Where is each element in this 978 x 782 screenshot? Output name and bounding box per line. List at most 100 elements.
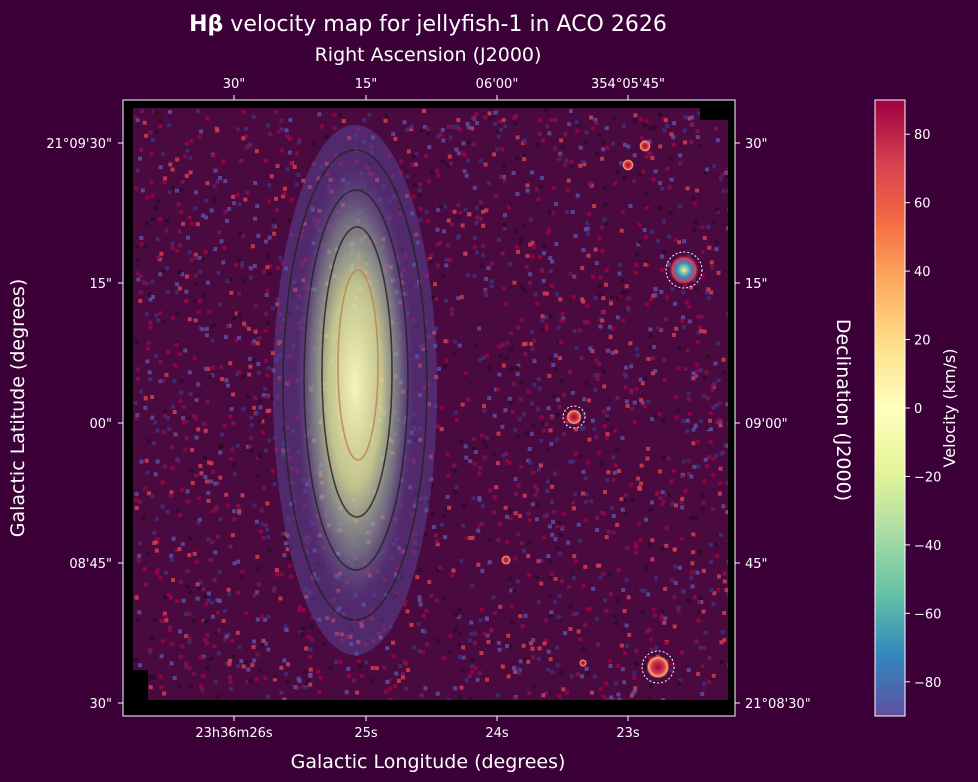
- noise-pixel: [665, 295, 670, 300]
- noise-pixel: [433, 533, 438, 538]
- noise-pixel: [569, 674, 574, 679]
- noise-pixel: [302, 537, 307, 542]
- noise-pixel: [604, 681, 609, 686]
- noise-pixel: [526, 541, 531, 545]
- noise-pixel: [593, 387, 598, 392]
- noise-pixel: [553, 367, 558, 372]
- noise-pixel: [370, 665, 375, 670]
- noise-pixel: [587, 398, 591, 403]
- noise-pixel: [288, 310, 292, 315]
- galaxy-contours: [282, 149, 428, 621]
- noise-pixel: [651, 345, 656, 350]
- noise-pixel: [419, 344, 424, 349]
- bottom-tick-marks: [233, 716, 629, 721]
- noise-pixel: [701, 393, 706, 398]
- noise-pixel: [198, 655, 203, 660]
- noise-pixel: [725, 174, 730, 179]
- noise-pixel: [133, 657, 138, 662]
- noise-pixel: [530, 502, 535, 507]
- noise-pixel: [470, 658, 475, 663]
- noise-pixel: [573, 559, 578, 564]
- noise-pixel: [672, 333, 676, 337]
- noise-pixel: [479, 205, 483, 210]
- noise-pixel: [596, 372, 601, 377]
- noise-pixel: [275, 302, 280, 307]
- noise-pixel: [634, 386, 639, 391]
- noise-pixel: [175, 509, 180, 514]
- noise-pixel: [530, 347, 535, 351]
- noise-pixel: [219, 239, 224, 244]
- noise-pixel: [651, 177, 656, 182]
- noise-pixel: [239, 659, 244, 663]
- noise-pixel: [184, 664, 189, 669]
- noise-pixel: [282, 658, 287, 663]
- noise-pixel: [636, 522, 641, 527]
- noise-pixel: [139, 459, 144, 464]
- noise-pixel: [409, 622, 414, 627]
- noise-pixel: [530, 254, 535, 259]
- noise-pixel: [634, 550, 639, 555]
- noise-pixel: [582, 162, 587, 167]
- noise-pixel: [284, 628, 289, 633]
- noise-pixel: [246, 667, 251, 672]
- noise-pixel: [341, 612, 346, 616]
- noise-pixel: [648, 151, 653, 156]
- noise-pixel: [209, 600, 214, 605]
- top-axis-label: Right Ascension (J2000): [315, 44, 542, 66]
- noise-pixel: [182, 405, 186, 409]
- noise-pixel: [632, 179, 637, 183]
- noise-pixel: [138, 156, 142, 161]
- noise-pixel: [402, 120, 407, 125]
- noise-pixel: [705, 425, 710, 430]
- noise-pixel: [143, 582, 148, 587]
- noise-pixel: [714, 247, 719, 252]
- noise-pixel: [279, 148, 284, 153]
- noise-pixel: [295, 685, 300, 690]
- noise-pixel: [328, 666, 333, 671]
- noise-pixel: [142, 280, 146, 285]
- noise-pixel: [284, 128, 289, 133]
- noise-pixel: [288, 574, 293, 579]
- left-axis-label: Galactic Latitude (degrees): [7, 279, 29, 538]
- noise-pixel: [201, 293, 206, 298]
- noise-pixel: [513, 697, 518, 702]
- noise-pixel: [260, 643, 265, 647]
- noise-pixel: [200, 257, 205, 262]
- noise-pixel: [679, 536, 684, 541]
- noise-pixel: [204, 333, 209, 338]
- noise-pixel: [706, 296, 711, 301]
- noise-pixel: [236, 664, 241, 668]
- noise-pixel: [306, 634, 311, 639]
- noise-pixel: [682, 128, 687, 133]
- noise-pixel: [237, 258, 242, 263]
- noise-pixel: [167, 427, 172, 432]
- noise-pixel: [575, 672, 580, 677]
- noise-pixel: [235, 192, 240, 197]
- noise-pixel: [331, 618, 336, 623]
- noise-pixel: [677, 240, 681, 245]
- noise-pixel: [522, 288, 527, 293]
- noise-pixel: [626, 595, 631, 600]
- noise-pixel: [213, 247, 218, 252]
- noise-pixel: [411, 154, 416, 159]
- noise-pixel: [153, 420, 158, 425]
- noise-pixel: [394, 579, 399, 584]
- noise-pixel: [225, 279, 230, 284]
- noise-pixel: [197, 517, 202, 522]
- noise-pixel: [303, 669, 307, 674]
- noise-pixel: [369, 678, 374, 683]
- noise-pixel: [543, 618, 548, 623]
- noise-pixel: [164, 618, 169, 623]
- noise-pixel: [521, 342, 526, 347]
- noise-pixel: [608, 397, 613, 402]
- noise-pixel: [291, 429, 296, 434]
- noise-pixel: [605, 417, 610, 422]
- noise-pixel: [403, 661, 408, 666]
- noise-pixel: [281, 452, 286, 457]
- noise-pixel: [701, 609, 706, 614]
- noise-pixel: [332, 126, 337, 130]
- noise-pixel: [151, 441, 156, 446]
- noise-pixel: [586, 670, 591, 675]
- noise-pixel: [188, 590, 193, 595]
- noise-pixel: [515, 156, 520, 161]
